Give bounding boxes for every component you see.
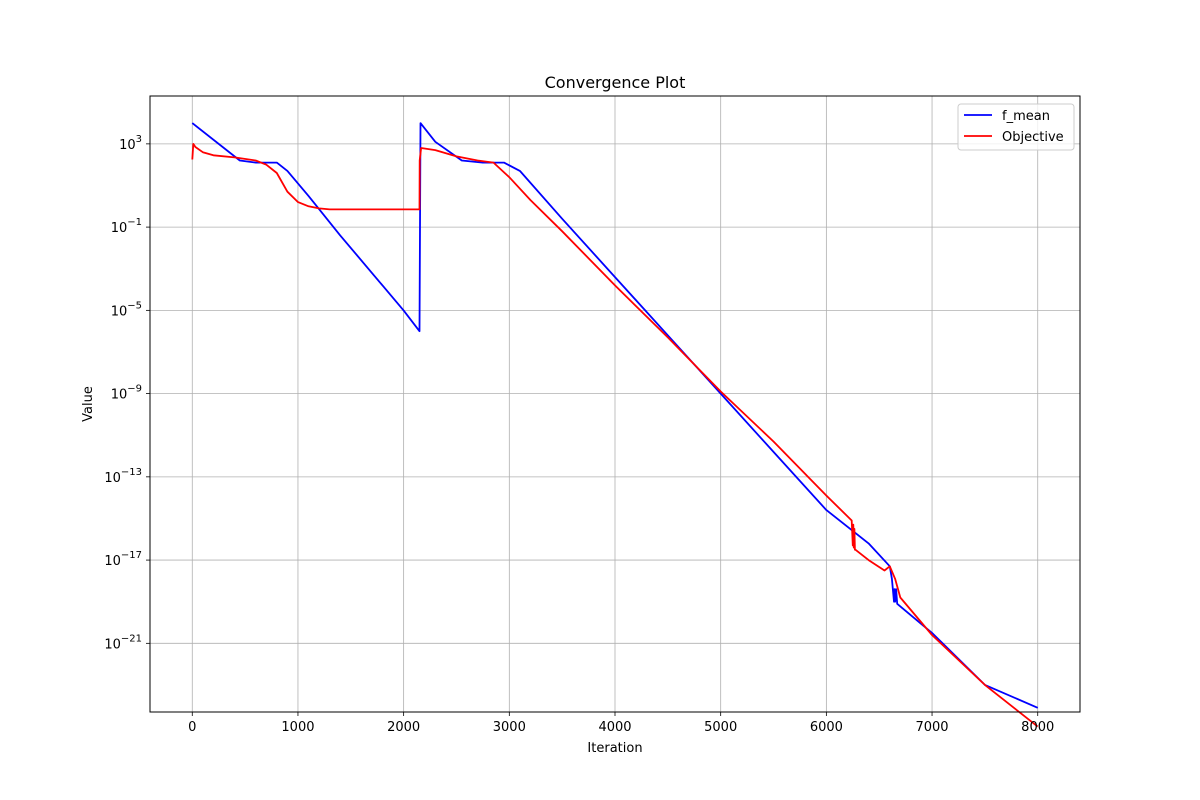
y-tick-label: 103: [119, 134, 142, 153]
y-axis: 103 10−1 10−5 10−9 10−13 10−17 10−21: [104, 134, 150, 652]
y-tick-label: 10−9: [111, 384, 142, 403]
plot-series: [191, 122, 1039, 728]
x-tick-label: 7000: [915, 720, 948, 735]
x-tick-label: 1000: [281, 720, 314, 735]
y-tick-label: 10−13: [104, 467, 142, 486]
x-tick-label: 6000: [810, 720, 843, 735]
y-tick-label: 10−1: [111, 217, 142, 236]
series-line-objective: [191, 142, 1039, 728]
legend-label: Objective: [1002, 130, 1064, 145]
x-tick-label: 5000: [704, 720, 737, 735]
y-tick-label: 10−17: [104, 550, 142, 569]
y-axis-label: Value: [81, 386, 96, 422]
x-tick-label: 3000: [493, 720, 526, 735]
grid: [150, 96, 1080, 712]
legend-label: f_mean: [1002, 109, 1050, 124]
x-tick-label: 4000: [598, 720, 631, 735]
y-tick-label: 10−21: [104, 633, 142, 652]
x-tick-label: 0: [188, 720, 196, 735]
x-axis: 0 1000 2000 3000 4000 5000 6000 7000 8000: [188, 712, 1054, 735]
x-axis-label: Iteration: [587, 741, 642, 756]
legend: f_mean Objective: [957, 103, 1075, 151]
y-tick-label: 10−5: [111, 300, 142, 319]
x-tick-label: 8000: [1021, 720, 1054, 735]
chart-title: Convergence Plot: [545, 73, 686, 92]
x-tick-label: 2000: [387, 720, 420, 735]
